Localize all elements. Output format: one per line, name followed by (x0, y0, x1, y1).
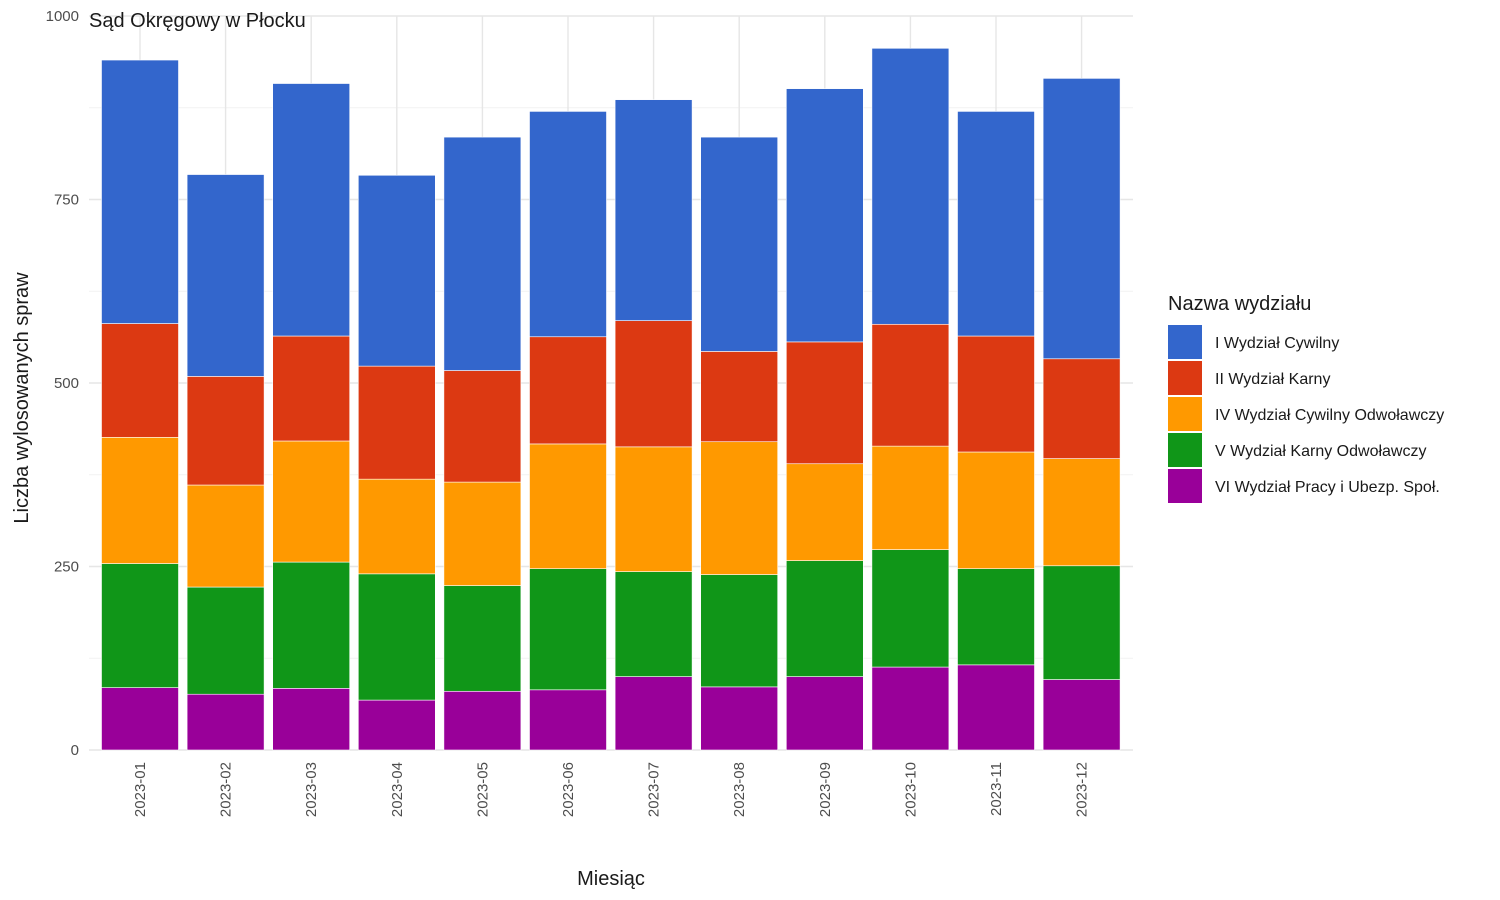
bar-segment (443, 690, 522, 751)
bar-segment (101, 59, 179, 324)
bar-segment (186, 174, 265, 377)
x-tick-label: 2023-11 (988, 762, 1005, 816)
x-axis-title: Miesiąc (577, 868, 645, 890)
bar-segment (357, 478, 436, 575)
bar-segment (529, 111, 607, 338)
bar-segment (614, 571, 693, 677)
y-tick-label: 0 (71, 742, 79, 759)
bar-segment (101, 563, 179, 688)
legend-swatch (1168, 433, 1202, 467)
bar-segment (957, 451, 1035, 570)
x-tick-label: 2023-06 (560, 762, 577, 817)
bar-segment (357, 573, 436, 701)
x-tick-label: 2023-12 (1074, 762, 1091, 817)
x-tick-label: 2023-02 (218, 762, 235, 817)
y-tick-label: 500 (54, 375, 79, 392)
bar-segment (957, 111, 1035, 337)
bar-segment (700, 441, 779, 575)
legend-swatch (1168, 361, 1202, 395)
bar-segment (1042, 358, 1121, 459)
bar-segment (101, 687, 179, 751)
bar-segment (785, 341, 864, 465)
bar-segment (529, 336, 607, 445)
legend-swatch (1168, 397, 1202, 431)
bar-segment (272, 561, 351, 689)
bar-segment (443, 370, 522, 483)
bar-segment (957, 664, 1035, 751)
bar-segment (272, 688, 351, 751)
bar-segment (871, 47, 950, 325)
bar-segment (785, 560, 864, 677)
x-axis-ticks: 2023-01 2023-02 2023-03 2023-04 2023-05 2023-… (132, 762, 1091, 817)
legend-label: V Wydział Karny Odwoławczy (1215, 443, 1426, 460)
y-tick-label: 1000 (46, 8, 79, 25)
bar-segment (957, 568, 1035, 666)
bar-segment (186, 693, 265, 751)
bar-segment (1042, 679, 1121, 751)
bar-segment (1042, 458, 1121, 567)
bars (101, 47, 1121, 751)
bar-segment (957, 335, 1035, 453)
bar-segment (614, 320, 693, 448)
x-tick-label: 2023-03 (303, 762, 320, 817)
bar-segment (443, 585, 522, 692)
bar-segment (357, 174, 436, 367)
bar-segment (871, 445, 950, 550)
bar-segment (357, 365, 436, 480)
bar-segment (871, 323, 950, 447)
bar-segment (443, 481, 522, 586)
bar-segment (272, 83, 351, 337)
x-tick-label: 2023-05 (474, 762, 491, 817)
bar-segment (871, 666, 950, 751)
bar-segment (871, 549, 950, 668)
bar-segment (1042, 78, 1121, 360)
bar-segment (785, 676, 864, 751)
bar-segment (785, 88, 864, 343)
bar-segment (357, 699, 436, 751)
legend-label: IV Wydział Cywilny Odwoławczy (1215, 407, 1444, 424)
bar-segment (614, 446, 693, 572)
x-tick-label: 2023-01 (132, 762, 149, 817)
legend-title: Nazwa wydziału (1168, 293, 1311, 315)
y-tick-label: 250 (54, 559, 79, 576)
legend-swatch (1168, 469, 1202, 503)
y-axis-title: Liczba wylosowanych spraw (11, 272, 33, 524)
legend-swatch (1168, 325, 1202, 359)
bar-segment (443, 136, 522, 371)
bar-segment (785, 463, 864, 561)
bar-segment (1042, 565, 1121, 680)
x-tick-label: 2023-08 (731, 762, 748, 817)
bar-segment (186, 376, 265, 486)
chart-title: Sąd Okręgowy w Płocku (89, 10, 306, 32)
x-tick-label: 2023-04 (389, 762, 406, 817)
legend-label: II Wydział Karny (1215, 371, 1330, 388)
bar-segment (700, 574, 779, 688)
legend-label: VI Wydział Pracy i Ubezp. Społ. (1215, 479, 1440, 496)
bar-segment (700, 136, 779, 352)
bar-segment (614, 676, 693, 751)
legend-label: I Wydział Cywilny (1215, 335, 1339, 352)
bar-segment (700, 686, 779, 751)
x-tick-label: 2023-07 (646, 762, 663, 817)
x-tick-label: 2023-10 (902, 762, 919, 817)
bar-segment (101, 323, 179, 438)
bar-segment (186, 586, 265, 695)
bar-segment (529, 689, 607, 751)
y-axis-ticks: 0 250 500 750 1000 (46, 8, 79, 759)
bar-segment (272, 335, 351, 442)
bar-segment (529, 568, 607, 691)
legend: Nazwa wydziału I Wydział Cywilny II Wydzi… (1168, 293, 1444, 503)
bar-segment (101, 437, 179, 564)
bar-segment (529, 443, 607, 570)
bar-segment (272, 440, 351, 563)
x-tick-label: 2023-09 (817, 762, 834, 817)
y-tick-label: 750 (54, 192, 79, 209)
bar-segment (186, 484, 265, 588)
bar-segment (700, 351, 779, 443)
bar-segment (614, 99, 693, 321)
